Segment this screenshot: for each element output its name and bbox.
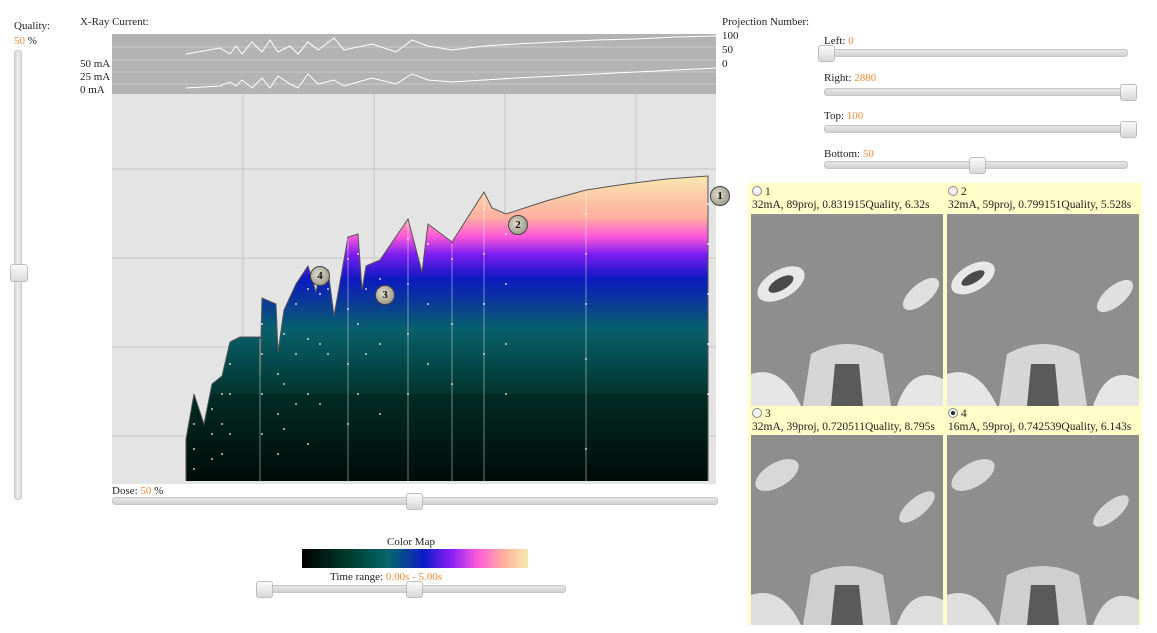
- quality-area-shadow: [186, 394, 708, 481]
- dose-value: 50: [140, 485, 152, 497]
- marker-4[interactable]: 4: [310, 266, 330, 286]
- result-image-3[interactable]: [751, 435, 943, 625]
- crop-bottom-label: Bottom:: [824, 148, 861, 160]
- xray-tick-50: 50 mA: [80, 58, 111, 70]
- result-header-3[interactable]: 3 32mA, 39proj, 0.720511Quality, 8.795s: [752, 408, 944, 434]
- result-id-3: 3: [765, 408, 771, 420]
- quality-unit: %: [27, 35, 37, 47]
- dose-label: Dose:: [112, 485, 138, 497]
- result-image-1[interactable]: [751, 214, 943, 406]
- crop-bottom-handle[interactable]: [969, 157, 986, 174]
- crop-left-handle[interactable]: [818, 45, 835, 62]
- crop-top-handle[interactable]: [1120, 121, 1137, 138]
- dose-label-row: Dose: 50 %: [112, 485, 163, 497]
- crop-bottom-value: 50: [862, 148, 874, 160]
- result-radio-4[interactable]: [948, 408, 958, 418]
- result-desc-4: 16mA, 59proj, 0.742539Quality, 6.143s: [948, 421, 1132, 433]
- dose-unit: %: [154, 485, 164, 497]
- projection-tick-50: 50: [722, 44, 733, 56]
- result-radio-1[interactable]: [752, 186, 762, 196]
- xray-current-strip[interactable]: [112, 34, 716, 94]
- xray-current-line: [185, 67, 716, 89]
- quality-area-outline: [185, 175, 709, 481]
- projection-number-title: Projection Number:: [722, 16, 810, 28]
- marker-1[interactable]: 1: [710, 186, 730, 206]
- projection-tick-100: 100: [722, 30, 739, 42]
- crop-bottom-label-row: Bottom: 50: [824, 148, 874, 160]
- xray-tick-25: 25 mA: [80, 71, 111, 83]
- result-id-2: 2: [961, 186, 967, 198]
- crop-top-value: 100: [846, 110, 864, 122]
- result-header-4[interactable]: 4 16mA, 59proj, 0.742539Quality, 6.143s: [948, 408, 1140, 434]
- xray-tick-0: 0 mA: [80, 84, 105, 96]
- quality-value-row: 50 %: [14, 35, 37, 47]
- dose-quality-chart[interactable]: [112, 94, 722, 484]
- crop-left-slider[interactable]: [824, 49, 1128, 57]
- projection-count-line: [185, 35, 716, 55]
- crop-left-label: Left:: [824, 35, 846, 47]
- timerange-start-handle[interactable]: [256, 581, 273, 598]
- result-header-2[interactable]: 2 32mA, 59proj, 0.799151Quality, 5.528s: [948, 186, 1140, 212]
- result-header-1[interactable]: 1 32mA, 89proj, 0.831915Quality, 6.32s: [752, 186, 944, 212]
- xray-current-title: X-Ray Current:: [80, 16, 149, 28]
- timerange-value: 0.00s - 5.00s: [385, 571, 443, 583]
- result-radio-2[interactable]: [948, 186, 958, 196]
- crop-top-label: Top:: [824, 110, 845, 122]
- result-image-4[interactable]: [947, 435, 1139, 625]
- quality-value: 50: [14, 35, 25, 47]
- quality-slider-handle[interactable]: [10, 264, 28, 282]
- dose-slider-handle[interactable]: [406, 493, 423, 510]
- result-desc-3: 32mA, 39proj, 0.720511Quality, 8.795s: [752, 421, 935, 433]
- crop-top-label-row: Top: 100: [824, 110, 863, 122]
- marker-3[interactable]: 3: [375, 285, 395, 305]
- crop-right-handle[interactable]: [1120, 84, 1137, 101]
- result-radio-3[interactable]: [752, 408, 762, 418]
- crop-right-slider[interactable]: [824, 88, 1128, 96]
- projection-tick-0: 0: [722, 58, 728, 70]
- colormap-title: Color Map: [387, 536, 435, 548]
- result-image-2[interactable]: [947, 214, 1139, 406]
- result-id-1: 1: [765, 186, 771, 198]
- crop-left-value: 0: [848, 35, 854, 47]
- quality-label: Quality:: [14, 20, 51, 32]
- result-id-4: 4: [961, 408, 967, 420]
- crop-right-value: 2880: [854, 72, 877, 84]
- timerange-label-row: Time range: 0.00s - 5.00s: [330, 571, 442, 583]
- result-desc-1: 32mA, 89proj, 0.831915Quality, 6.32s: [752, 199, 930, 211]
- crop-right-label: Right:: [824, 72, 852, 84]
- timerange-end-handle[interactable]: [406, 581, 423, 598]
- marker-2[interactable]: 2: [508, 215, 528, 235]
- crop-right-label-row: Right: 2880: [824, 72, 876, 84]
- result-desc-2: 32mA, 59proj, 0.799151Quality, 5.528s: [948, 199, 1132, 211]
- projection-streaks: [259, 192, 587, 481]
- crop-left-label-row: Left: 0: [824, 35, 854, 47]
- timerange-label: Time range:: [330, 571, 384, 583]
- crop-top-slider[interactable]: [824, 125, 1128, 133]
- colormap-bar: [302, 549, 528, 568]
